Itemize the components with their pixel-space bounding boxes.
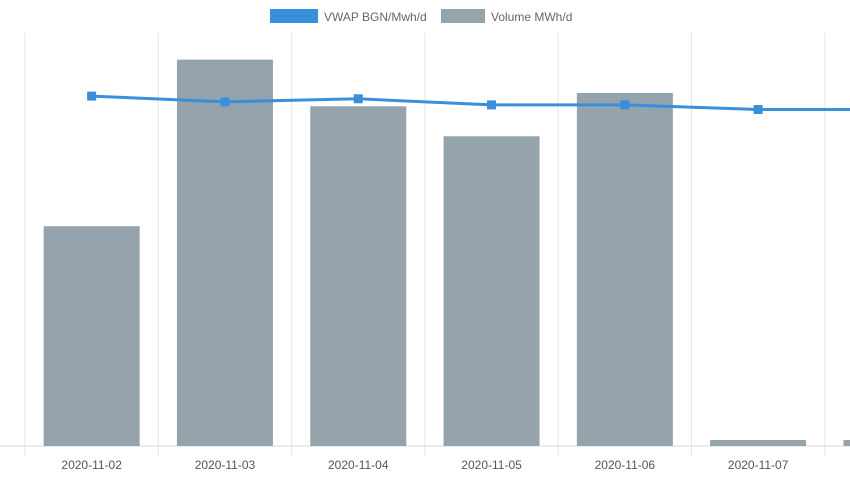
point-vwap-2020-11-07[interactable] [753, 104, 763, 114]
legend-swatch-vwap [270, 9, 318, 23]
bar-volume-2020-11-05[interactable] [443, 136, 540, 446]
point-vwap-2020-11-02[interactable] [87, 91, 97, 101]
x-axis: 2020-11-02 2020-11-03 2020-11-04 2020-11-05… [61, 458, 788, 472]
legend[interactable]: VWAP BGN/Mwh/d Volume MWh/d [270, 9, 572, 24]
point-vwap-2020-11-03[interactable] [220, 97, 230, 107]
x-tick-label: 2020-11-02 [61, 458, 122, 472]
legend-label-vwap: VWAP BGN/Mwh/d [324, 10, 427, 24]
point-vwap-2020-11-06[interactable] [620, 100, 630, 110]
bar-volume-2020-11-06[interactable] [576, 92, 673, 447]
legend-item-vwap[interactable]: VWAP BGN/Mwh/d [270, 9, 427, 24]
legend-item-volume[interactable]: Volume MWh/d [441, 9, 572, 24]
x-tick-label: 2020-11-05 [461, 458, 522, 472]
bar-volume-2020-11-04[interactable] [310, 106, 407, 446]
legend-swatch-volume [441, 9, 485, 23]
x-tick-label: 2020-11-06 [595, 458, 656, 472]
line-series [87, 91, 850, 114]
bar-volume-2020-11-02[interactable] [43, 226, 140, 446]
bar-volume-2020-11-08[interactable] [843, 440, 850, 446]
legend-label-volume: Volume MWh/d [491, 10, 572, 24]
bar-volume-2020-11-07[interactable] [710, 440, 807, 446]
point-vwap-2020-11-05[interactable] [487, 100, 497, 110]
bars [43, 59, 850, 447]
bar-volume-2020-11-03[interactable] [176, 59, 273, 446]
x-tick-label: 2020-11-04 [328, 458, 389, 472]
point-vwap-2020-11-04[interactable] [353, 94, 363, 104]
x-tick-label: 2020-11-07 [728, 458, 789, 472]
x-tick-label: 2020-11-03 [195, 458, 256, 472]
